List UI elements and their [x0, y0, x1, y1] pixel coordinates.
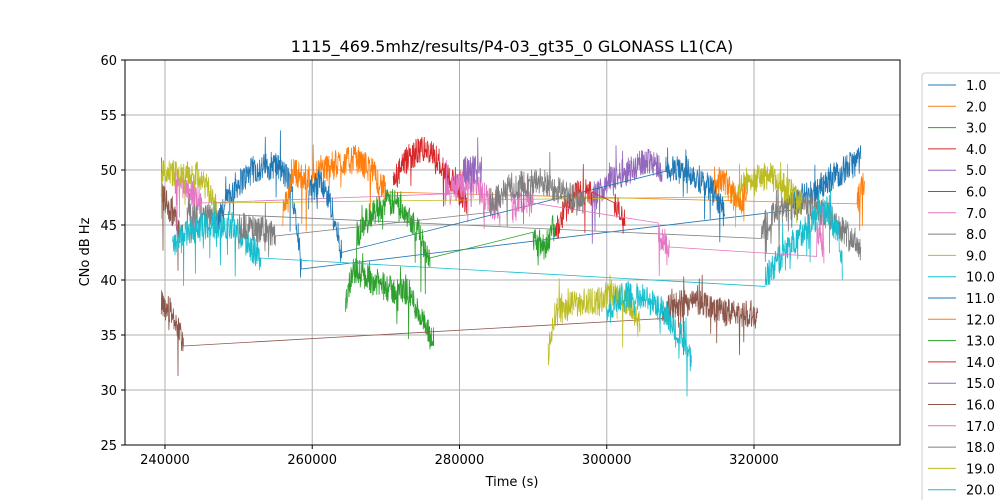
series-7.0-line: [171, 160, 501, 240]
series-3.0-line: [345, 253, 435, 350]
legend-label: 15.0: [966, 377, 995, 392]
series-11.0-line: [308, 147, 725, 262]
x-tick-label: 260000: [287, 453, 337, 468]
legend-label: 1.0: [966, 79, 987, 94]
y-tick-label: 30: [100, 384, 117, 399]
series-18.0-line: [238, 151, 586, 258]
series-17.0-line: [510, 175, 825, 277]
series-6.0-line: [160, 157, 184, 271]
x-tick-label: 300000: [582, 453, 632, 468]
series-15.0-line: [462, 137, 482, 208]
series-10.0-line: [171, 188, 843, 287]
y-tick-label: 35: [100, 329, 117, 344]
legend-label: 3.0: [966, 122, 987, 137]
legend-label: 2.0: [966, 100, 987, 115]
chart-title: 1115_469.5mhz/results/P4-03_gt35_0 GLONA…: [291, 37, 733, 57]
legend-label: 6.0: [966, 186, 987, 201]
legend-label: 20.0: [966, 484, 995, 499]
legend-label: 8.0: [966, 228, 987, 243]
series-2.0-line: [282, 144, 865, 232]
axis-ticks: 240000 260000 280000 300000 320000 25 30 35 40 45…: [100, 54, 778, 468]
series-8.0-line: [186, 181, 862, 262]
y-tick-label: 60: [100, 54, 117, 69]
series-20.0-line: [606, 280, 692, 397]
legend-label: 9.0: [966, 249, 987, 264]
series-1.0-line: [216, 130, 862, 278]
legend-label: 11.0: [966, 292, 995, 307]
legend-label: 16.0: [966, 399, 995, 414]
legend-box: [921, 72, 1000, 500]
legend-label: 14.0: [966, 356, 995, 371]
legend-label: 10.0: [966, 271, 995, 286]
legend-label: 12.0: [966, 313, 995, 328]
legend-label: 17.0: [966, 420, 995, 435]
y-tick-label: 25: [100, 439, 117, 454]
x-tick-label: 320000: [729, 453, 779, 468]
series-16.0-line: [160, 274, 759, 377]
x-tick-label: 280000: [435, 453, 485, 468]
y-axis-label: CNo dB Hz: [78, 217, 93, 286]
legend-label: 19.0: [966, 462, 995, 477]
legend-label: 4.0: [966, 143, 987, 158]
series-9.0-line: [160, 159, 803, 237]
series-12.0-line: [713, 166, 747, 222]
legend-label: 7.0: [966, 207, 987, 222]
series-14.0-line: [554, 164, 626, 240]
legend-label: 18.0: [966, 441, 995, 456]
y-tick-label: 40: [100, 274, 117, 289]
x-tick-label: 240000: [140, 453, 190, 468]
legend-label: 13.0: [966, 335, 995, 350]
series-5.0-line: [591, 145, 663, 244]
legend-label: 5.0: [966, 164, 987, 179]
y-tick-label: 50: [100, 164, 117, 179]
y-tick-label: 55: [100, 109, 117, 124]
plot-frame: [124, 59, 901, 446]
legend: 1.0 2.0 3.0 4.0 5.0 6.0 7.0 8.0 9.0 10.0 11.0 12.0 1…: [921, 72, 1000, 500]
y-tick-label: 45: [100, 219, 117, 234]
x-axis-label: Time (s): [485, 475, 539, 490]
plot-series: [160, 130, 865, 397]
series-19.0-line: [547, 274, 641, 366]
